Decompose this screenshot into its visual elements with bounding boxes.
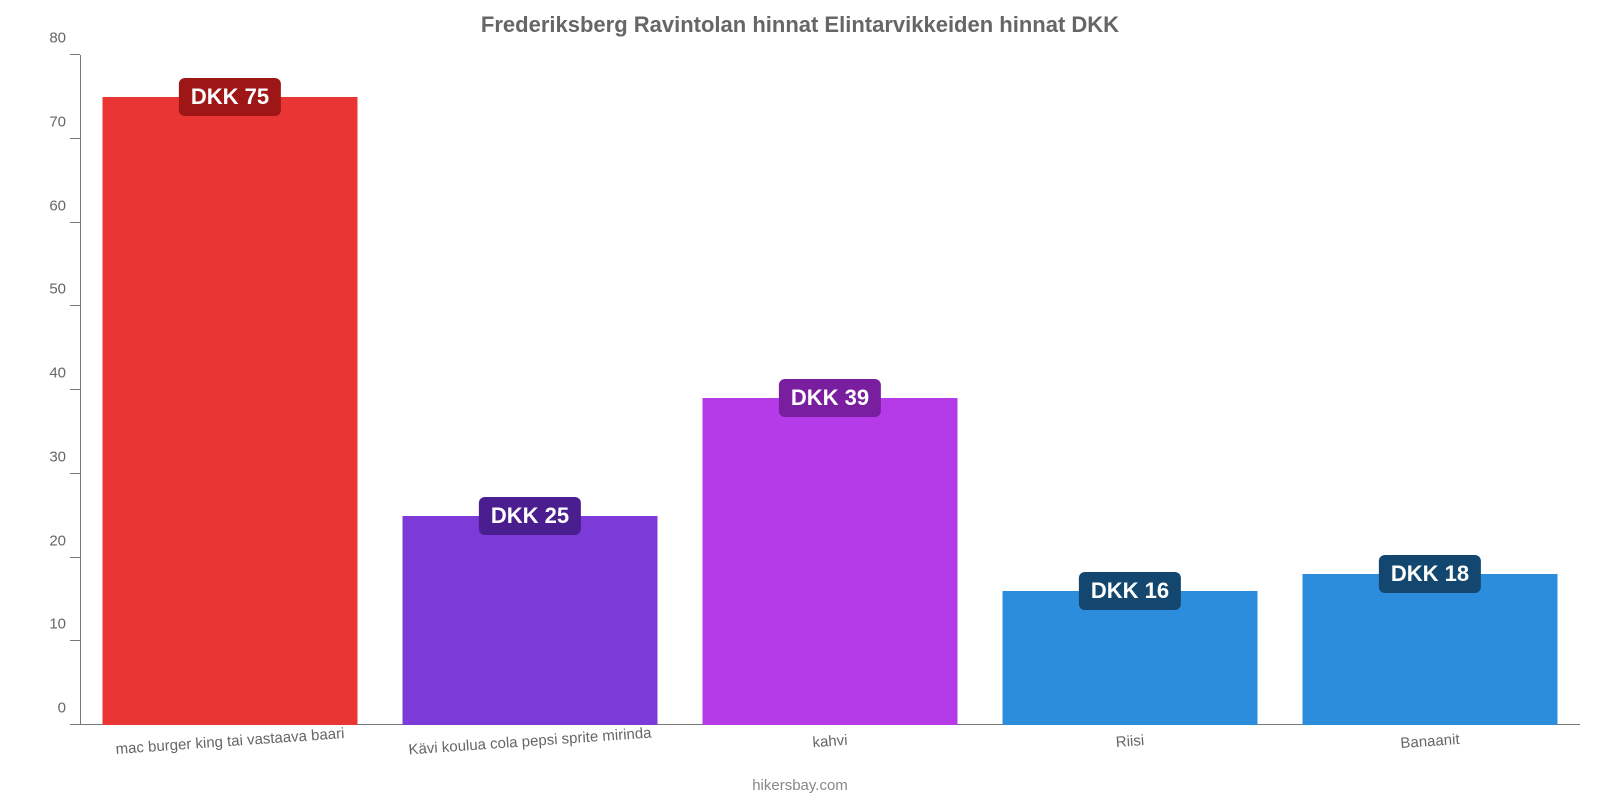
y-tick-label: 50 <box>49 281 80 298</box>
y-tick <box>70 557 80 558</box>
bar <box>1303 574 1558 725</box>
price-bar-chart: Frederiksberg Ravintolan hinnat Elintarv… <box>0 0 1600 800</box>
y-tick <box>70 138 80 139</box>
bar <box>703 398 958 725</box>
bars-container: DKK 75 DKK 25 DKK 39 DKK 16 DKK 18 <box>80 55 1580 725</box>
y-tick-label: 80 <box>49 30 80 47</box>
bar-value-badge: DKK 75 <box>179 78 281 116</box>
y-tick-label: 70 <box>49 113 80 130</box>
x-label-slot: Riisi <box>980 725 1280 775</box>
bar-value-badge: DKK 39 <box>779 379 881 417</box>
bar-slot: DKK 16 <box>980 55 1280 725</box>
y-tick-label: 60 <box>49 197 80 214</box>
x-label-slot: kahvi <box>680 725 980 775</box>
bar-slot: DKK 25 <box>380 55 680 725</box>
bar <box>403 516 658 725</box>
bar-slot: DKK 18 <box>1280 55 1580 725</box>
y-tick <box>70 305 80 306</box>
y-tick <box>70 389 80 390</box>
bar-slot: DKK 39 <box>680 55 980 725</box>
bar-value-badge: DKK 16 <box>1079 572 1181 610</box>
x-tick-label: mac burger king tai vastaava baari <box>115 725 345 758</box>
y-tick <box>70 54 80 55</box>
y-tick-label: 30 <box>49 448 80 465</box>
x-labels: mac burger king tai vastaava baari Kävi k… <box>80 725 1580 775</box>
x-label-slot: Kävi koulua cola pepsi sprite mirinda <box>380 725 680 775</box>
x-label-slot: Banaanit <box>1280 725 1580 775</box>
x-tick-label: Kävi koulua cola pepsi sprite mirinda <box>408 725 652 759</box>
bar <box>1003 591 1258 725</box>
bar <box>103 97 358 725</box>
y-tick-label: 40 <box>49 365 80 382</box>
chart-footer: hikersbay.com <box>0 777 1600 794</box>
x-tick-label: kahvi <box>812 732 848 751</box>
x-tick-label: Banaanit <box>1400 731 1460 752</box>
y-tick-label: 10 <box>49 616 80 633</box>
y-tick-label: 20 <box>49 532 80 549</box>
y-tick <box>70 724 80 725</box>
bar-slot: DKK 75 <box>80 55 380 725</box>
x-tick-label: Riisi <box>1115 732 1144 751</box>
chart-title: Frederiksberg Ravintolan hinnat Elintarv… <box>0 12 1600 38</box>
bar-value-badge: DKK 25 <box>479 497 581 535</box>
y-tick <box>70 222 80 223</box>
plot-area: 01020304050607080 DKK 75DKK 25DKK 39DKK … <box>80 55 1580 725</box>
y-tick-label: 0 <box>58 700 80 717</box>
y-tick <box>70 640 80 641</box>
bar-value-badge: DKK 18 <box>1379 555 1481 593</box>
y-tick <box>70 473 80 474</box>
x-label-slot: mac burger king tai vastaava baari <box>80 725 380 775</box>
